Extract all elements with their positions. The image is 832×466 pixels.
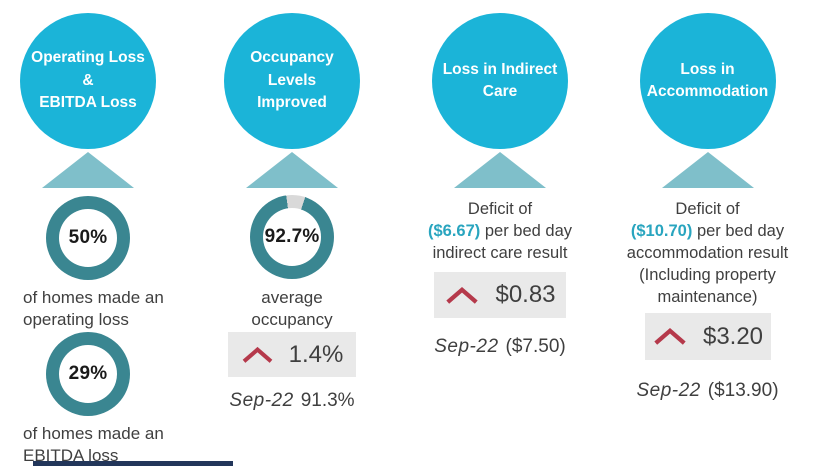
donut-operating-loss: 50% [46, 196, 130, 280]
donut-value: 29% [68, 363, 108, 384]
deficit-lead: Deficit of [675, 200, 740, 218]
deficit-lead: Deficit of [467, 200, 533, 218]
change-badge-accommodation: $3.20 [644, 313, 771, 360]
prior-period-value: 91.3% [300, 390, 355, 411]
deficit-text: Deficit of ($10.70) per bed day accommod… [611, 199, 804, 309]
prior-period-value: ($7.50) [505, 336, 566, 357]
donut-value: 50% [68, 227, 108, 248]
change-value: 1.4% [288, 340, 344, 368]
prior-period-label: Sep-22 [636, 380, 701, 401]
chevron-up-icon [652, 327, 688, 346]
prior-period-line: Sep-22 ($7.50) [410, 336, 590, 358]
deficit-rest: per bed day [480, 221, 572, 240]
column-accommodation: Loss in Accommodation Deficit of ($10.70… [625, 0, 790, 466]
deficit-rest: per bed day [692, 221, 785, 240]
donut-caption: of homes made an EBITDA loss [23, 424, 164, 466]
deficit-text: Deficit of ($6.67) per bed day indirect … [406, 199, 594, 265]
prior-period-value: ($13.90) [707, 380, 779, 401]
kpi-bubble-occupancy: Occupancy Levels Improved [224, 13, 360, 149]
prior-period-label: Sep-22 [229, 390, 294, 411]
change-badge-indirect-care: $0.83 [434, 272, 566, 318]
triangle-pointer [246, 152, 338, 188]
donut-hole [59, 209, 117, 267]
cropped-element-edge [33, 461, 233, 466]
kpi-bubble-indirect-care: Loss in Indirect Care [432, 13, 568, 149]
change-value: $3.20 [702, 322, 764, 350]
column-indirect-care: Loss in Indirect Care Deficit of ($6.67)… [420, 0, 580, 466]
donut-hole [59, 345, 117, 403]
column-operating-ebitda-loss: Operating Loss & EBITDA Loss 50% of home… [8, 0, 168, 466]
donut-hole [263, 208, 321, 266]
change-badge-occupancy: 1.4% [228, 332, 356, 377]
prior-period-label: Sep-22 [434, 336, 499, 357]
kpi-bubble-accommodation: Loss in Accommodation [639, 13, 776, 149]
deficit-tail: accommodation result (Including property… [626, 243, 789, 306]
donut-ebitda-loss: 29% [46, 332, 130, 416]
chevron-up-icon [444, 286, 480, 305]
deficit-line: ($10.70) per bed day [611, 221, 804, 243]
column-occupancy: Occupancy Levels Improved 92.7% average … [212, 0, 372, 466]
triangle-pointer [42, 152, 134, 188]
prior-period-line: Sep-22 ($13.90) [615, 380, 800, 402]
deficit-amount: ($6.67) [427, 221, 481, 240]
deficit-amount: ($10.70) [630, 221, 693, 240]
deficit-tail: indirect care result [432, 243, 568, 262]
prior-period-line: Sep-22 91.3% [202, 390, 382, 412]
donut-value: 92.7% [264, 226, 320, 247]
triangle-pointer [661, 152, 754, 188]
chevron-up-icon [241, 346, 274, 364]
donut-caption: of homes made an operating loss [23, 288, 164, 330]
donut-occupancy: 92.7% [250, 195, 334, 279]
triangle-pointer [454, 152, 546, 188]
change-value: $0.83 [495, 281, 556, 308]
donut-caption: average occupancy [251, 288, 333, 330]
kpi-bubble-operating-ebitda: Operating Loss & EBITDA Loss [20, 13, 156, 149]
deficit-line: ($6.67) per bed day [406, 221, 594, 243]
